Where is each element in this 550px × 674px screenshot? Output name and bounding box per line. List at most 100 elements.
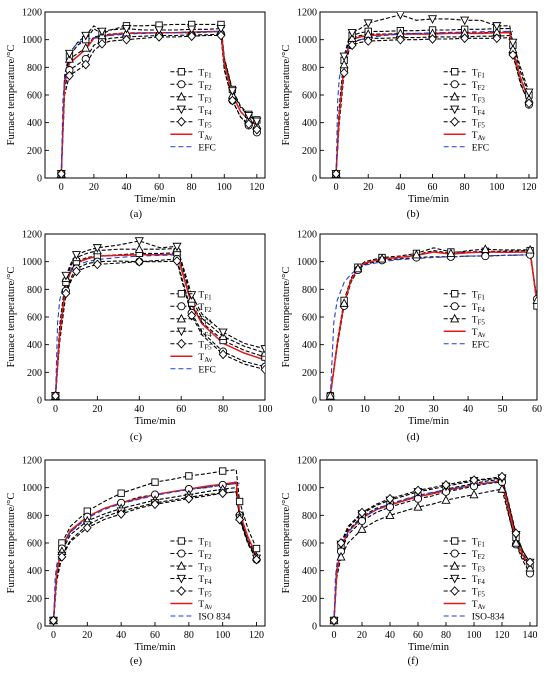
series-line [333,488,531,621]
data-point [339,67,349,78]
data-point [82,522,92,533]
chart-panel: 0 200 400 600 800 1000 1200 0 20 40 60 80 100 120 Time… [6,8,266,220]
x-tick-label: 40 [395,182,405,193]
plot-area [56,20,262,178]
data-point [61,271,71,281]
y-axis-label: Furnace temperature/°C [6,493,17,594]
data-point [395,34,405,45]
series-line [335,30,513,176]
x-tick-label: 120 [249,630,264,641]
x-tick-label: 60 [413,630,423,641]
data-point [151,478,159,486]
legend-label: TAv [198,600,212,611]
x-tick-label: 40 [463,404,473,415]
data-point [363,19,373,29]
series-line [60,30,225,176]
y-tick-label: 1000 [297,257,317,268]
legend-label: TF2 [472,81,486,92]
data-point [187,25,197,35]
x-tick-label: 20 [363,182,373,193]
data-point [61,288,71,299]
data-point [187,31,197,42]
legend-marker [176,116,186,127]
data-point [235,514,245,525]
legend-label: EFC [198,365,215,375]
y-tick-label: 800 [302,285,317,296]
legend-label: TF1 [198,538,212,549]
data-point [81,31,91,41]
data-point [218,349,228,360]
y-tick-label: 600 [302,313,317,324]
plot-area [48,467,262,626]
x-tick-label: 40 [121,182,131,193]
data-point [460,33,470,44]
data-point [428,34,437,44]
legend-label: TF4 [198,106,212,117]
legend-label: TF3 [472,563,486,574]
series-line [329,254,531,398]
legend-label: TF4 [472,575,486,586]
series-line [60,34,258,174]
legend-label: TF1 [198,68,212,79]
panel-label: (f) [408,655,419,667]
data-point [244,112,254,121]
legend-label: TAv [472,328,486,339]
data-point [49,615,58,626]
y-axis-label: Furnace temperature/°C [281,45,292,146]
y-tick-label: 800 [302,63,317,74]
data-point [329,615,339,626]
x-tick-label: 10 [360,404,370,415]
data-point [260,348,265,357]
panel-label: (a) [130,208,143,220]
legend-marker [450,302,459,311]
y-tick-label: 0 [312,622,317,633]
y-tick-label: 0 [312,174,317,185]
data-point [97,38,107,49]
series-line [52,482,240,624]
data-point [532,295,537,305]
data-point [219,467,227,475]
y-tick-label: 200 [27,594,42,605]
y-tick-label: 1200 [22,230,42,241]
x-tick-label: 40 [116,630,126,641]
legend-label: EFC [198,143,215,153]
data-point [339,52,349,62]
data-point [357,524,367,533]
series-line [335,34,530,174]
plot-area [331,12,534,178]
data-point [184,493,194,504]
legend-marker [177,302,186,311]
data-point [497,484,507,493]
legend-marker [450,91,460,101]
legend-label: TF1 [472,290,486,301]
series-line [335,37,530,174]
legend-marker [450,313,460,323]
x-tick-label: 80 [441,630,451,641]
legend-label: TF1 [472,68,486,79]
chart-panel: 0 200 400 600 800 1000 1200 0 20 40 60 80 100 120 140 T… [281,456,538,667]
legend-marker [450,586,460,596]
y-axis-label: Furnace temperature/°C [281,267,292,368]
data-point [134,244,144,253]
y-tick-label: 400 [27,340,42,351]
legend-marker [450,116,460,127]
series-line [333,477,531,621]
chart-panel: 0 200 400 600 800 1000 1200 0 20 40 60 80 100 120 Time… [281,8,538,220]
y-tick-label: 600 [27,313,42,324]
y-tick-label: 0 [37,396,42,407]
legend-label: TF2 [198,550,212,561]
series-line [54,253,265,396]
y-tick-label: 200 [302,146,317,157]
data-point [441,495,451,504]
data-point [252,544,261,553]
legend-label: TF5 [472,315,486,326]
x-axis-label: Time/min [134,642,176,653]
x-tick-label: 60 [150,630,160,641]
x-tick-label: 80 [218,404,228,415]
x-tick-label: 140 [523,630,538,641]
legend-label: EFC [472,143,489,153]
y-tick-label: 800 [27,511,42,522]
y-tick-label: 200 [302,368,317,379]
